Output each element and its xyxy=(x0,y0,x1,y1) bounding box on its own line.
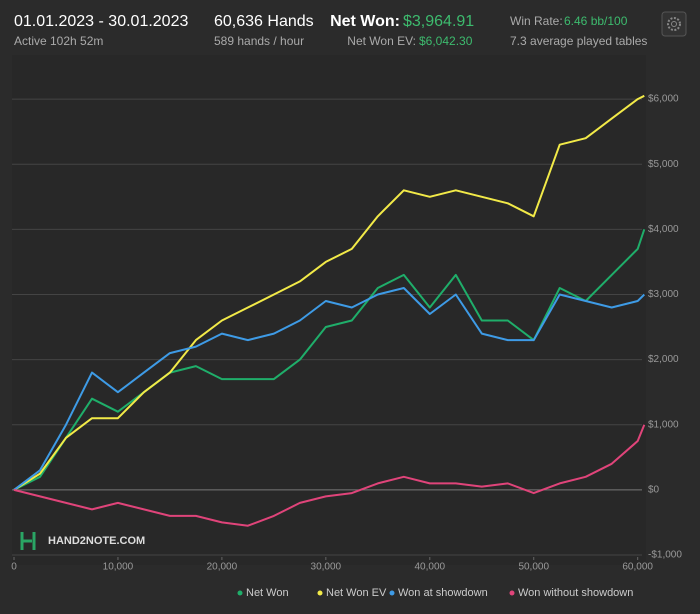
win-rate: 6.46 bb/100 xyxy=(564,14,628,28)
win-rate-label: Win Rate: xyxy=(510,14,563,28)
series-line xyxy=(13,287,646,491)
x-tick-label: 50,000 xyxy=(518,562,549,573)
hands: 60,636 Hands xyxy=(214,13,314,30)
y-tick-label: -$1,000 xyxy=(648,550,682,561)
x-tick-label: 0 xyxy=(11,562,17,573)
x-tick-label: 30,000 xyxy=(311,562,342,573)
legend-label: Net Won EV xyxy=(326,587,387,599)
y-tick-label: $2,000 xyxy=(648,354,679,365)
settings-button[interactable] xyxy=(661,11,687,37)
date-range: 01.01.2023 - 30.01.2023 xyxy=(14,13,188,30)
legend-item[interactable]: Won at showdown xyxy=(389,587,488,599)
y-tick-label: $0 xyxy=(648,485,660,496)
legend-dot xyxy=(237,590,243,596)
active-time: Active 102h 52m xyxy=(14,34,103,48)
legend-dot xyxy=(317,590,323,596)
net-won: $3,964.91 xyxy=(403,13,474,30)
x-tick-label: 60,000 xyxy=(622,562,653,573)
legend-item[interactable]: Net Won EV xyxy=(317,587,387,599)
y-tick-label: $1,000 xyxy=(648,419,679,430)
legend-item[interactable]: Net Won xyxy=(237,587,289,599)
legend-dot xyxy=(389,590,395,596)
net-won-label: Net Won: xyxy=(330,13,400,30)
legend-label: Won at showdown xyxy=(398,587,488,599)
legend-item[interactable]: Won without showdown xyxy=(509,587,634,599)
y-tick-label: $3,000 xyxy=(648,289,679,300)
y-tick-label: $4,000 xyxy=(648,224,679,235)
hands-per-hour: 589 hands / hour xyxy=(214,34,304,48)
legend-label: Net Won xyxy=(246,587,289,599)
y-tick-label: $6,000 xyxy=(648,94,679,105)
legend-label: Won without showdown xyxy=(518,587,633,599)
tables: 7.3 average played tables xyxy=(510,34,647,48)
legend-dot xyxy=(509,590,515,596)
logo-text: HAND2NOTE.COM xyxy=(48,535,145,547)
y-tick-label: $5,000 xyxy=(648,159,679,170)
x-tick-label: 40,000 xyxy=(414,562,445,573)
series-line xyxy=(13,94,645,491)
series-line xyxy=(13,228,646,491)
net-won-ev: $6,042.30 xyxy=(419,34,473,48)
logo: HAND2NOTE.COM xyxy=(20,532,145,550)
series-line xyxy=(13,424,646,527)
x-tick-label: 10,000 xyxy=(103,562,134,573)
x-tick-label: 20,000 xyxy=(207,562,238,573)
net-won-ev-label: Net Won EV: xyxy=(347,34,416,48)
plot-area xyxy=(12,55,646,565)
